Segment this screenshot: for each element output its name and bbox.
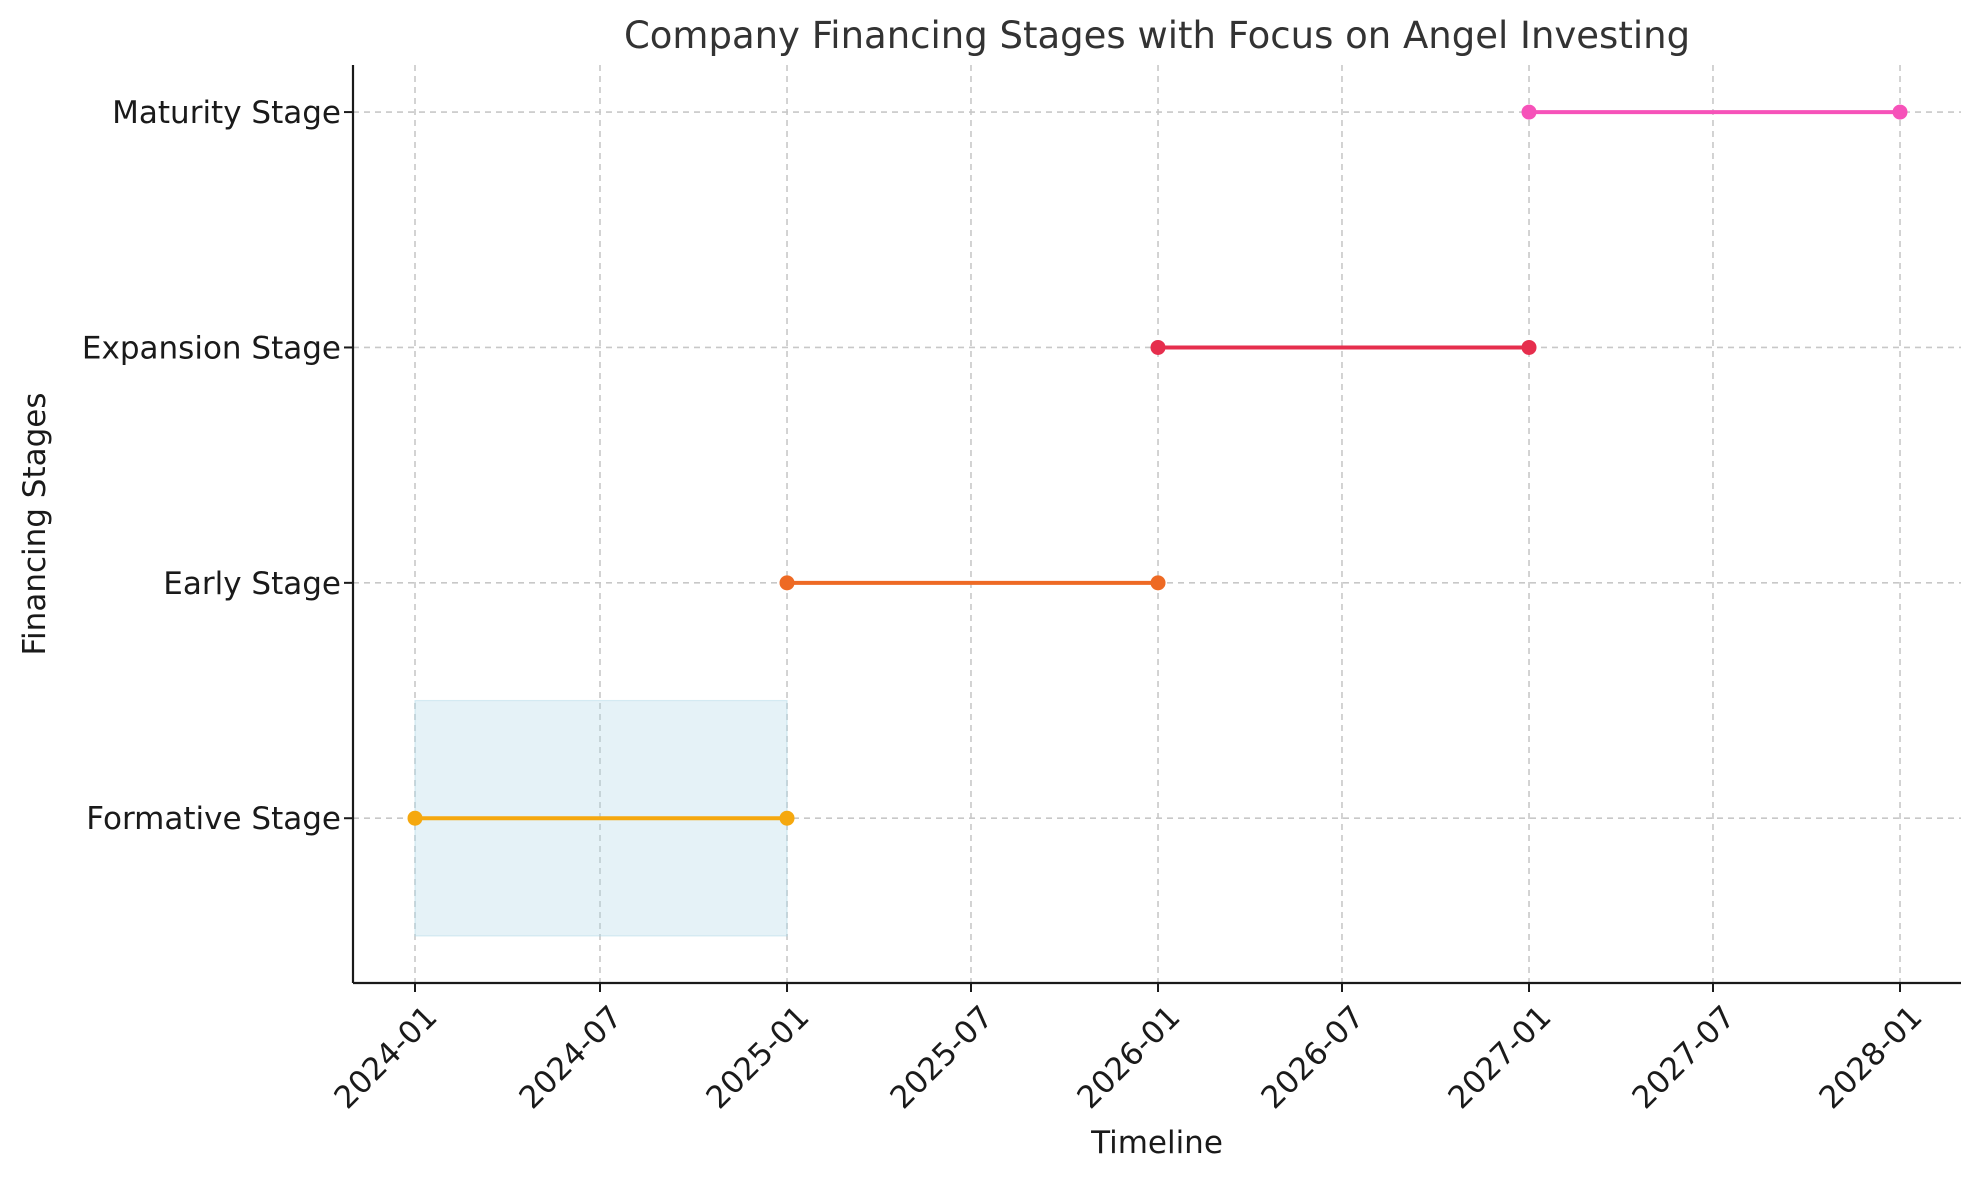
y-tick-label-maturity-stage: Maturity Stage [112,95,341,131]
series-point-maturity-stage-end [1892,104,1908,120]
y-tick-label-formative-stage: Formative Stage [86,801,341,837]
x-tick-label-2028-01: 2028-01 [1812,999,1929,1116]
x-tick-label-2025-01: 2025-01 [699,999,816,1116]
series-point-formative-stage-end [779,810,795,826]
series-point-maturity-stage-start [1521,104,1537,120]
series-point-expansion-stage-end [1521,339,1537,355]
series-point-expansion-stage-start [1150,339,1166,355]
series-layer [407,104,1908,826]
x-tick-label-2027-01: 2027-01 [1441,999,1558,1116]
ticks-layer: 2024-01 2024-07 2025-01 2025-07 2026-01 2026-… [82,95,1930,1116]
y-axis-label: Financing Stages [17,392,53,655]
x-tick-label-2025-07: 2025-07 [883,999,1000,1116]
x-tick-label-2026-07: 2026-07 [1254,999,1371,1116]
axes-layer [351,65,1961,985]
y-tick-label-early-stage: Early Stage [163,566,341,602]
series-point-early-stage-start [779,575,795,591]
x-tick-label-2027-07: 2027-07 [1625,999,1742,1116]
chart-title: Company Financing Stages with Focus on A… [624,14,1690,57]
y-tick-label-expansion-stage: Expansion Stage [82,330,341,366]
x-axis-label: Timeline [1090,1125,1223,1161]
series-point-formative-stage-start [407,810,423,826]
x-tick-label-2024-07: 2024-07 [512,999,629,1116]
x-tick-label-2024-01: 2024-01 [327,999,444,1116]
x-tick-label-2026-01: 2026-01 [1070,999,1187,1116]
series-point-early-stage-end [1150,575,1166,591]
